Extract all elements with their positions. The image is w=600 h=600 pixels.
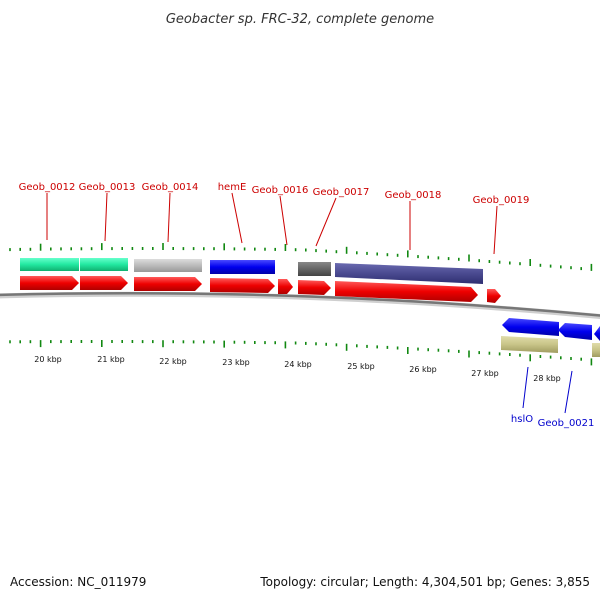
tick-row-inner (9, 340, 593, 366)
genome-backbone (0, 291, 600, 320)
genome-backbone-line (0, 291, 600, 317)
cds-arrow-fwd (80, 276, 128, 290)
feature-block (20, 258, 79, 271)
scale-label: 24 kbp (284, 360, 312, 369)
cds-arrow-fwd (298, 280, 331, 295)
scale-label: 25 kbp (347, 362, 375, 371)
accession-text: Accession: NC_011979 (10, 575, 146, 589)
scale-label: 21 kbp (97, 355, 125, 364)
genome-summary-text: Topology: circular; Length: 4,304,501 bp… (259, 575, 590, 589)
scale-label: 27 kbp (471, 369, 499, 378)
gene-label-geob-0021: Geob_0021 (538, 418, 595, 429)
gene-label-geob-0016: Geob_0016 (252, 185, 309, 196)
leader-lines-forward (46, 192, 498, 255)
feature-block (592, 343, 600, 357)
cds-arrow-fwd (20, 276, 79, 290)
map-title: Geobacter sp. FRC-32, complete genome (166, 12, 434, 27)
cds-arrow-fwd (487, 289, 501, 303)
leader-lines-reverse (522, 366, 573, 414)
tick-row-outer (9, 243, 593, 271)
feature-block (501, 336, 558, 353)
scale-labels: 20 kbp 21 kbp 22 kbp 23 kbp 24 kbp 25 kbp 26 k… (34, 355, 561, 383)
scale-label: 20 kbp (34, 355, 62, 364)
gene-label-heme: hemE (218, 182, 247, 193)
feature-block (210, 260, 275, 274)
gene-label-geob-0019: Geob_0019 (473, 195, 530, 206)
cds-arrow-fwd (278, 279, 293, 294)
scale-label: 26 kbp (409, 365, 437, 374)
gene-label-geob-0014: Geob_0014 (142, 182, 199, 193)
gene-label-geob-0018: Geob_0018 (385, 190, 442, 201)
cds-arrow-fwd (134, 277, 202, 291)
feature-block (298, 262, 331, 276)
gene-label-geob-0017: Geob_0017 (313, 187, 370, 198)
gene-label-geob-0012: Geob_0012 (19, 182, 76, 193)
scale-label: 28 kbp (533, 374, 561, 383)
scale-label: 22 kbp (159, 357, 187, 366)
gene-label-hslo: hslO (511, 414, 533, 425)
scale-label: 23 kbp (222, 358, 250, 367)
cds-arrow-fwd (335, 281, 478, 302)
gene-label-geob-0013: Geob_0013 (79, 182, 136, 193)
feature-block (80, 258, 128, 271)
feature-block (134, 259, 202, 272)
feature-block (335, 263, 483, 284)
cds-arrow-rev (558, 323, 592, 340)
cds-arrow-rev (502, 318, 559, 336)
cds-arrow-rev (594, 326, 600, 341)
cds-arrow-fwd (210, 278, 275, 293)
